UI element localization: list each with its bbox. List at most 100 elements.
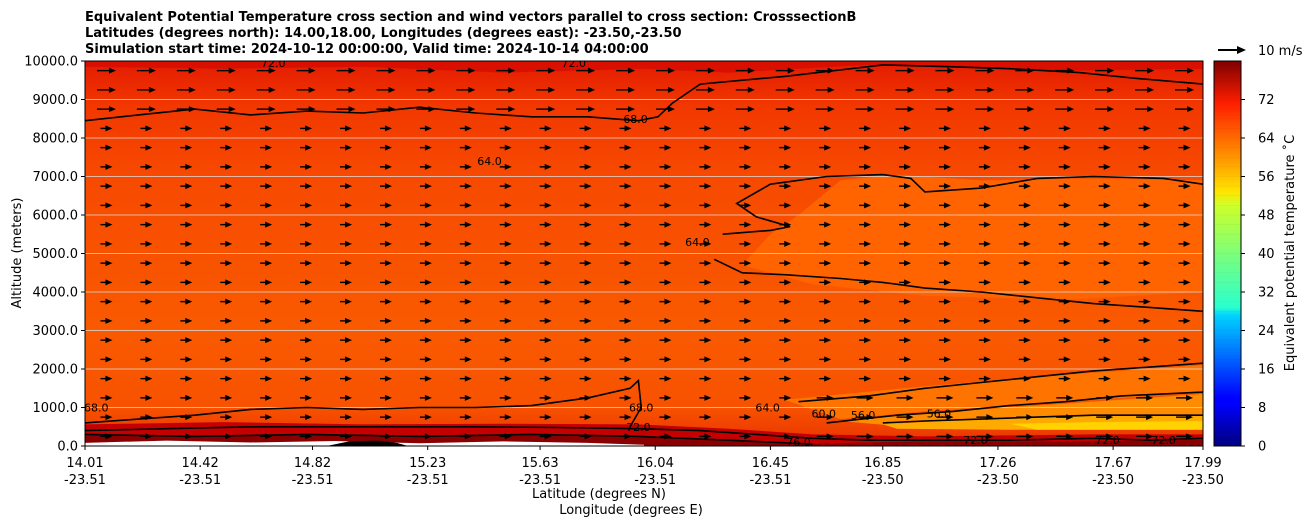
wind-vector-head [1187, 86, 1195, 93]
wind-vector [300, 221, 313, 228]
wind-vector [180, 433, 193, 440]
wind-vector [419, 144, 432, 151]
wind-vector [1178, 202, 1191, 209]
y-tick-label: 2000.0 [33, 363, 79, 378]
wind-vector [619, 202, 632, 209]
wind-vector [855, 106, 875, 113]
wind-vector-head [424, 298, 432, 305]
wind-vector [899, 163, 912, 170]
wind-vector [416, 67, 436, 74]
wind-vector-head [747, 67, 755, 74]
wind-vector-head [305, 298, 313, 305]
wind-vector [616, 67, 636, 74]
wind-vector-head [744, 183, 752, 190]
wind-vector-head [624, 356, 632, 363]
wind-vector [140, 279, 153, 286]
wind-vector-head [424, 279, 432, 286]
wind-vector-head [225, 337, 233, 344]
wind-vector-head [1103, 163, 1111, 170]
wind-vector [96, 106, 116, 113]
wind-vector-head [225, 183, 233, 190]
wind-vector-head [225, 240, 233, 247]
wind-vector-head [624, 414, 632, 421]
wind-vector-head [624, 394, 632, 401]
wind-vector-head [824, 202, 832, 209]
field-region-3 [840, 394, 1203, 425]
wind-vector-head [664, 202, 672, 209]
wind-vector-head [424, 221, 432, 228]
wind-vector [1138, 221, 1151, 228]
field-region-9 [326, 440, 408, 446]
wind-vector-head [1027, 86, 1035, 93]
wind-vector-head [947, 67, 955, 74]
wind-vector [459, 356, 472, 363]
wind-vector-head [744, 375, 752, 382]
wind-vector [539, 279, 552, 286]
wind-vector-head [904, 183, 912, 190]
wind-vector-head [145, 202, 153, 209]
wind-vector-head [345, 337, 353, 344]
wind-vector-head [345, 202, 353, 209]
wind-vector-head [784, 202, 792, 209]
field-region-2 [784, 365, 1203, 420]
wind-vector [140, 240, 153, 247]
wind-vector [859, 298, 872, 305]
wind-vector [1178, 183, 1191, 190]
wind-vector [379, 433, 392, 440]
wind-vector-head [504, 337, 512, 344]
wind-vector [739, 433, 752, 440]
wind-vector-head [188, 67, 196, 74]
y-tick-label: 4000.0 [33, 286, 79, 301]
wind-vector-head [907, 86, 915, 93]
wind-vector [899, 298, 912, 305]
wind-vector-head [305, 240, 313, 247]
wind-vector [376, 67, 396, 74]
wind-vector-head [824, 144, 832, 151]
wind-vector-head [1143, 144, 1151, 151]
wind-vector [699, 144, 712, 151]
wind-vector-head [145, 260, 153, 267]
wind-vector [1138, 298, 1151, 305]
wind-vector [659, 144, 672, 151]
wind-vector [899, 260, 912, 267]
wind-vector-head [904, 163, 912, 170]
wind-vector-head [504, 298, 512, 305]
wind-vector [739, 279, 752, 286]
wind-vector [539, 144, 552, 151]
wind-vector-head [345, 298, 353, 305]
wind-vector-head [464, 144, 472, 151]
wind-vector [739, 356, 752, 363]
wind-vector-head [345, 433, 353, 440]
wind-vector-head [1183, 240, 1191, 247]
wind-vector-head [787, 67, 795, 74]
y-axis-label: Altitude (meters) [10, 198, 25, 309]
wind-vector-head [1063, 279, 1071, 286]
wind-vector [896, 414, 914, 421]
wind-vector-head [983, 221, 991, 228]
wind-vector-head [704, 183, 712, 190]
wind-vector [1098, 202, 1111, 209]
wind-vector-head [504, 394, 512, 401]
wind-vector [499, 356, 512, 363]
wind-vector [459, 163, 472, 170]
wind-vector-head [504, 221, 512, 228]
wind-vector [619, 260, 632, 267]
contour-label-2: 68.0 [623, 113, 648, 126]
y-tick-label: 3000.0 [33, 324, 79, 339]
wind-vector [699, 260, 712, 267]
wind-vector [619, 221, 632, 228]
wind-vector-head [225, 375, 233, 382]
wind-vector-head [824, 375, 832, 382]
wind-vector [379, 144, 392, 151]
wind-vector [899, 202, 912, 209]
wind-vector-head [904, 240, 912, 247]
wind-vector-head [464, 317, 472, 324]
wind-vector-head [986, 414, 994, 421]
wind-vector-head [345, 356, 353, 363]
wind-vector-head [864, 221, 872, 228]
wind-vector [938, 337, 951, 344]
wind-vector-head [464, 356, 472, 363]
wind-vector-head [824, 317, 832, 324]
wind-vector-head [464, 375, 472, 382]
wind-vector [1096, 394, 1114, 401]
